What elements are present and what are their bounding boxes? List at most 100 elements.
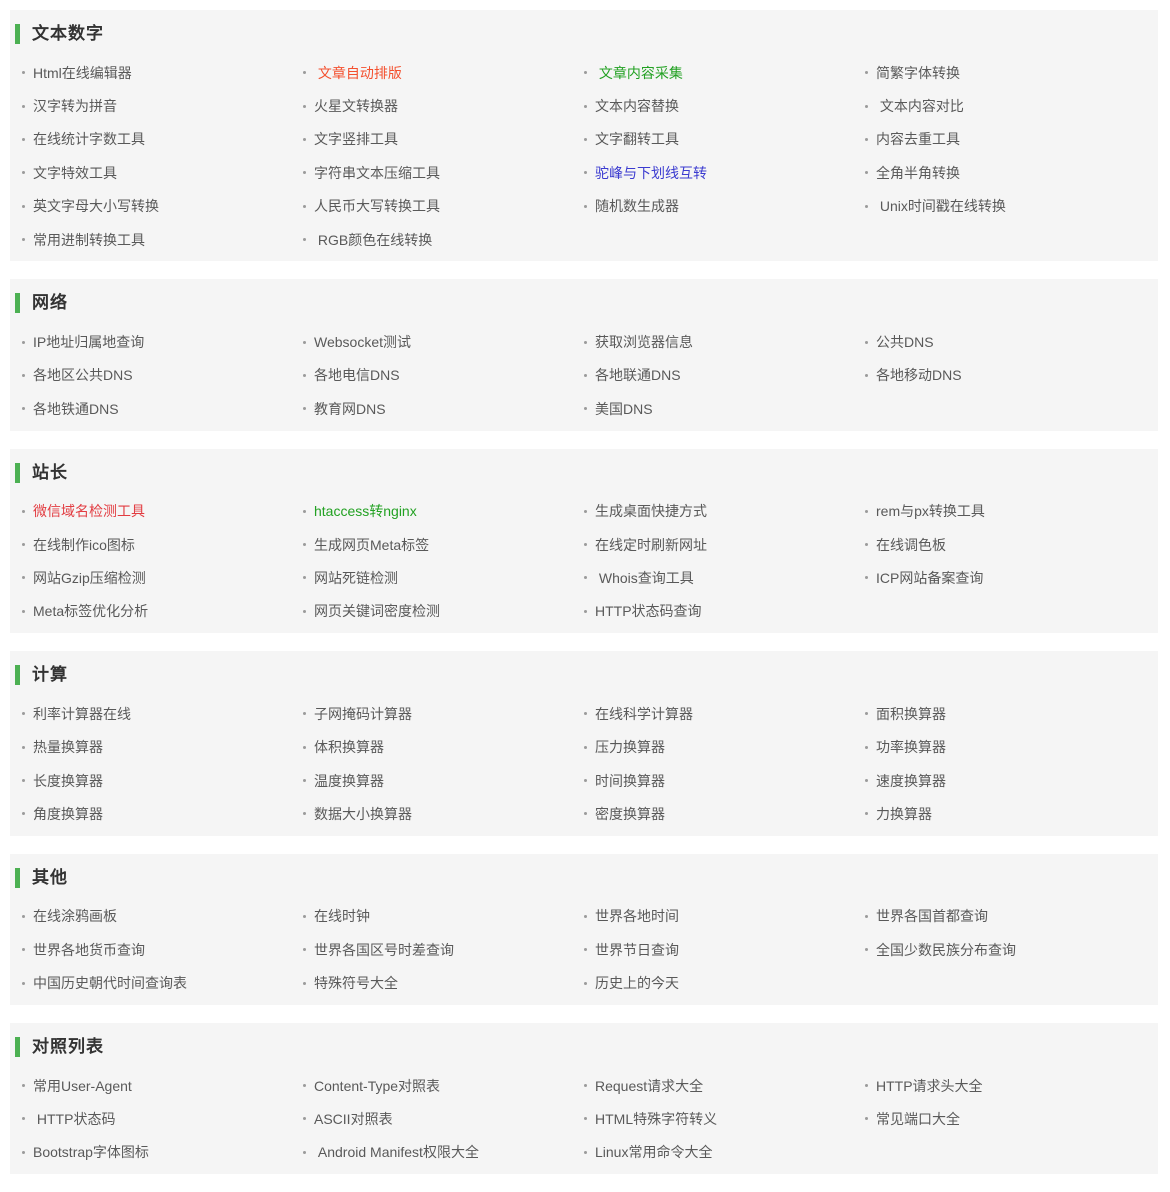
tool-link[interactable]: IP地址归属地查询 xyxy=(33,334,145,351)
list-item: 文章内容采集 xyxy=(584,56,865,89)
tool-link[interactable]: 面积换算器 xyxy=(876,705,946,722)
tool-link[interactable]: 中国历史朝代时间查询表 xyxy=(33,975,187,992)
tool-link[interactable]: 汉字转为拼音 xyxy=(33,98,117,115)
tool-link[interactable]: 在线科学计算器 xyxy=(595,705,693,722)
tool-link[interactable]: 数据大小换算器 xyxy=(314,805,412,822)
tool-link[interactable]: 文字特效工具 xyxy=(33,164,117,181)
tool-link[interactable]: 子网掩码计算器 xyxy=(314,705,412,722)
tool-link[interactable]: 文章自动排版 xyxy=(314,64,402,81)
tool-link[interactable]: 密度换算器 xyxy=(595,805,665,822)
tool-link[interactable]: 简繁字体转换 xyxy=(876,64,960,81)
tool-link[interactable]: rem与px转换工具 xyxy=(876,503,985,520)
tool-link[interactable]: 在线调色板 xyxy=(876,536,946,553)
tool-link[interactable]: ASCII对照表 xyxy=(314,1110,393,1127)
tool-link[interactable]: 利率计算器在线 xyxy=(33,705,131,722)
tool-link[interactable]: Content-Type对照表 xyxy=(314,1077,441,1094)
tool-link[interactable]: 角度换算器 xyxy=(33,805,103,822)
tool-link[interactable]: 各地电信DNS xyxy=(314,367,400,384)
tool-link[interactable]: 各地铁通DNS xyxy=(33,400,119,417)
tool-link[interactable]: HTTP状态码查询 xyxy=(595,603,702,620)
tool-link[interactable]: 力换算器 xyxy=(876,805,932,822)
bullet-icon xyxy=(584,71,587,75)
tool-link[interactable]: Request请求大全 xyxy=(595,1077,704,1094)
tool-link[interactable]: 世界各地时间 xyxy=(595,908,679,925)
tool-link[interactable]: 在线统计字数工具 xyxy=(33,131,145,148)
tool-link[interactable]: 获取浏览器信息 xyxy=(595,334,693,351)
bullet-icon xyxy=(303,407,306,411)
tool-link[interactable]: 英文字母大小写转换 xyxy=(33,198,159,215)
tool-link[interactable]: 随机数生成器 xyxy=(595,198,679,215)
tool-link[interactable]: 字符串文本压缩工具 xyxy=(314,164,440,181)
tool-link[interactable]: 公共DNS xyxy=(876,334,934,351)
tool-link[interactable]: Html在线编辑器 xyxy=(33,64,132,81)
list-item: 世界各国区号时差查询 xyxy=(303,933,584,966)
tool-link[interactable]: 微信域名检测工具 xyxy=(33,503,145,520)
list-item: Bootstrap字体图标 xyxy=(22,1136,303,1169)
tool-link[interactable]: 世界各国区号时差查询 xyxy=(314,941,454,958)
tool-link[interactable]: 驼峰与下划线互转 xyxy=(595,164,707,181)
tool-link[interactable]: htaccess转nginx xyxy=(314,503,417,520)
tool-link[interactable]: 文字翻转工具 xyxy=(595,131,679,148)
tool-link[interactable]: ICP网站备案查询 xyxy=(876,569,984,586)
tool-link[interactable]: 教育网DNS xyxy=(314,400,386,417)
tool-link[interactable]: 速度换算器 xyxy=(876,772,946,789)
tool-link[interactable]: 文章内容采集 xyxy=(595,64,683,81)
tool-link[interactable]: 全角半角转换 xyxy=(876,164,960,181)
tool-link[interactable]: HTTP状态码 xyxy=(33,1110,116,1127)
tool-link[interactable]: 时间换算器 xyxy=(595,772,665,789)
tool-link[interactable]: 长度换算器 xyxy=(33,772,103,789)
tool-link[interactable]: 历史上的今天 xyxy=(595,975,679,992)
tool-link[interactable]: 内容去重工具 xyxy=(876,131,960,148)
tool-link[interactable]: 特殊符号大全 xyxy=(314,975,398,992)
tool-link[interactable]: 常见端口大全 xyxy=(876,1110,960,1127)
list-item: Whois查询工具 xyxy=(584,561,865,594)
tool-link[interactable]: 常用进制转换工具 xyxy=(33,231,145,248)
tool-link[interactable]: 各地联通DNS xyxy=(595,367,681,384)
tool-link[interactable]: HTML特殊字符转义 xyxy=(595,1110,718,1127)
tool-link[interactable]: 网页关键词密度检测 xyxy=(314,603,440,620)
list-item: 角度换算器 xyxy=(22,797,303,830)
tool-link[interactable]: Android Manifest权限大全 xyxy=(314,1144,479,1161)
tool-link[interactable]: 功率换算器 xyxy=(876,739,946,756)
tool-link[interactable]: Whois查询工具 xyxy=(595,569,694,586)
tool-link[interactable]: 美国DNS xyxy=(595,400,653,417)
tool-link[interactable]: 世界各国首都查询 xyxy=(876,908,988,925)
tool-link[interactable]: Linux常用命令大全 xyxy=(595,1144,713,1161)
tool-link[interactable]: 在线定时刷新网址 xyxy=(595,536,707,553)
tool-link[interactable]: 全国少数民族分布查询 xyxy=(876,941,1016,958)
list-item: HTTP状态码 xyxy=(22,1102,303,1135)
tool-link[interactable]: Bootstrap字体图标 xyxy=(33,1144,149,1161)
tool-link[interactable]: Unix时间戳在线转换 xyxy=(876,198,1006,215)
list-item: 简繁字体转换 xyxy=(865,56,1146,89)
tool-link[interactable]: 网站死链检测 xyxy=(314,569,398,586)
tool-link[interactable]: 常用User-Agent xyxy=(33,1077,132,1094)
bullet-icon xyxy=(584,204,587,208)
tool-link[interactable]: 体积换算器 xyxy=(314,739,384,756)
tool-link[interactable]: 火星文转换器 xyxy=(314,98,398,115)
tool-link[interactable]: 世界各地货币查询 xyxy=(33,941,145,958)
tool-link[interactable]: HTTP请求头大全 xyxy=(876,1077,983,1094)
tool-link[interactable]: 热量换算器 xyxy=(33,739,103,756)
tool-section: 站长 微信域名检测工具 htaccess转nginx 生成桌面快捷方式 rem与… xyxy=(10,448,1158,634)
tool-link[interactable]: Websocket测试 xyxy=(314,334,411,351)
tool-link[interactable]: 各地区公共DNS xyxy=(33,367,133,384)
tool-link[interactable]: 文本内容替换 xyxy=(595,98,679,115)
tool-link[interactable]: 生成桌面快捷方式 xyxy=(595,503,707,520)
tool-link[interactable]: 文字竖排工具 xyxy=(314,131,398,148)
tool-link[interactable]: 生成网页Meta标签 xyxy=(314,536,430,553)
tool-link[interactable]: RGB颜色在线转换 xyxy=(314,231,433,248)
tool-link[interactable]: 文本内容对比 xyxy=(876,98,964,115)
tool-link[interactable]: 人民币大写转换工具 xyxy=(314,198,440,215)
tool-link[interactable]: 温度换算器 xyxy=(314,772,384,789)
tool-link[interactable]: 在线涂鸦画板 xyxy=(33,908,117,925)
bullet-icon xyxy=(865,1117,868,1121)
tool-link[interactable]: 在线制作ico图标 xyxy=(33,536,135,553)
list-item: 教育网DNS xyxy=(303,392,584,425)
tool-link[interactable]: 各地移动DNS xyxy=(876,367,962,384)
bullet-icon xyxy=(865,712,868,716)
tool-link[interactable]: 网站Gzip压缩检测 xyxy=(33,569,146,586)
tool-link[interactable]: 在线时钟 xyxy=(314,908,370,925)
tool-link[interactable]: 压力换算器 xyxy=(595,739,665,756)
tool-link[interactable]: Meta标签优化分析 xyxy=(33,603,149,620)
tool-link[interactable]: 世界节日查询 xyxy=(595,941,679,958)
